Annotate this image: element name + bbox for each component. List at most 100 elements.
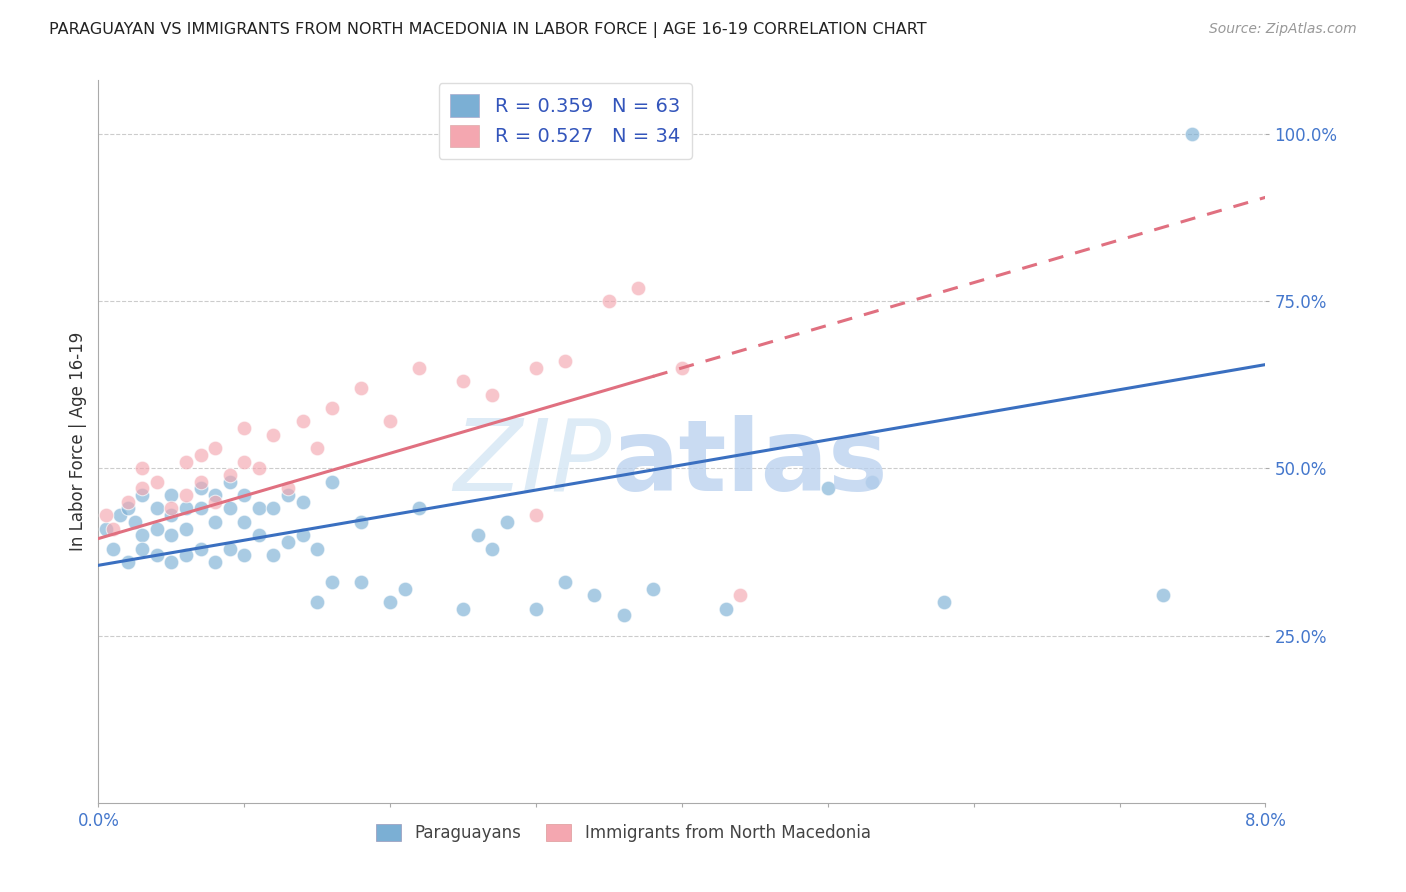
- Point: [380, 595, 402, 609]
- Point: [714, 602, 737, 616]
- Point: [204, 515, 226, 529]
- Point: [307, 442, 329, 455]
- Point: [817, 482, 839, 496]
- Point: [350, 381, 373, 395]
- Point: [291, 528, 314, 542]
- Point: [131, 528, 153, 542]
- Point: [190, 475, 212, 489]
- Point: [218, 541, 240, 556]
- Point: [554, 575, 576, 590]
- Point: [218, 501, 240, 516]
- Point: [174, 488, 197, 502]
- Point: [233, 488, 256, 502]
- Point: [408, 501, 430, 516]
- Point: [160, 555, 183, 569]
- Point: [451, 375, 474, 389]
- Legend: Paraguayans, Immigrants from North Macedonia: Paraguayans, Immigrants from North Maced…: [370, 817, 877, 848]
- Point: [671, 361, 693, 376]
- Point: [554, 354, 576, 368]
- Point: [233, 421, 256, 435]
- Point: [190, 541, 212, 556]
- Point: [1152, 589, 1174, 603]
- Point: [277, 534, 299, 549]
- Text: Source: ZipAtlas.com: Source: ZipAtlas.com: [1209, 22, 1357, 37]
- Point: [131, 461, 153, 475]
- Point: [291, 494, 314, 508]
- Point: [612, 608, 634, 623]
- Text: atlas: atlas: [612, 415, 889, 512]
- Point: [131, 541, 153, 556]
- Point: [934, 595, 956, 609]
- Point: [174, 548, 197, 563]
- Point: [307, 541, 329, 556]
- Point: [160, 528, 183, 542]
- Point: [247, 501, 270, 516]
- Point: [190, 482, 212, 496]
- Point: [124, 515, 146, 529]
- Point: [204, 555, 226, 569]
- Point: [146, 548, 169, 563]
- Point: [233, 455, 256, 469]
- Point: [860, 475, 883, 489]
- Point: [730, 589, 752, 603]
- Point: [233, 515, 256, 529]
- Point: [190, 501, 212, 516]
- Point: [627, 281, 650, 295]
- Point: [218, 467, 240, 482]
- Point: [321, 575, 343, 590]
- Point: [321, 401, 343, 416]
- Point: [117, 555, 139, 569]
- Point: [598, 294, 620, 309]
- Point: [408, 361, 430, 376]
- Point: [160, 501, 183, 516]
- Point: [174, 455, 197, 469]
- Point: [524, 508, 547, 523]
- Point: [350, 515, 373, 529]
- Point: [394, 582, 416, 596]
- Point: [204, 494, 226, 508]
- Point: [131, 482, 153, 496]
- Point: [467, 528, 489, 542]
- Point: [262, 501, 284, 516]
- Point: [583, 589, 606, 603]
- Point: [524, 361, 547, 376]
- Y-axis label: In Labor Force | Age 16-19: In Labor Force | Age 16-19: [69, 332, 87, 551]
- Point: [117, 494, 139, 508]
- Point: [262, 548, 284, 563]
- Text: ZIP: ZIP: [454, 415, 612, 512]
- Point: [117, 501, 139, 516]
- Point: [1181, 127, 1204, 141]
- Point: [190, 448, 212, 462]
- Point: [146, 475, 169, 489]
- Point: [481, 387, 503, 401]
- Point: [204, 488, 226, 502]
- Point: [94, 508, 117, 523]
- Point: [291, 414, 314, 429]
- Point: [146, 521, 169, 535]
- Point: [94, 521, 117, 535]
- Point: [110, 508, 132, 523]
- Point: [321, 475, 343, 489]
- Point: [277, 488, 299, 502]
- Point: [101, 541, 124, 556]
- Point: [160, 508, 183, 523]
- Point: [481, 541, 503, 556]
- Point: [277, 482, 299, 496]
- Point: [160, 488, 183, 502]
- Point: [131, 488, 153, 502]
- Point: [307, 595, 329, 609]
- Point: [101, 521, 124, 535]
- Point: [204, 442, 226, 455]
- Point: [641, 582, 664, 596]
- Text: PARAGUAYAN VS IMMIGRANTS FROM NORTH MACEDONIA IN LABOR FORCE | AGE 16-19 CORRELA: PARAGUAYAN VS IMMIGRANTS FROM NORTH MACE…: [49, 22, 927, 38]
- Point: [524, 602, 547, 616]
- Point: [451, 602, 474, 616]
- Point: [380, 414, 402, 429]
- Point: [174, 521, 197, 535]
- Point: [350, 575, 373, 590]
- Point: [218, 475, 240, 489]
- Point: [146, 501, 169, 516]
- Point: [262, 427, 284, 442]
- Point: [247, 528, 270, 542]
- Point: [247, 461, 270, 475]
